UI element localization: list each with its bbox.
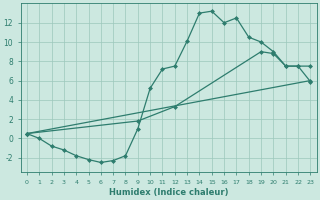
X-axis label: Humidex (Indice chaleur): Humidex (Indice chaleur) [109, 188, 228, 197]
